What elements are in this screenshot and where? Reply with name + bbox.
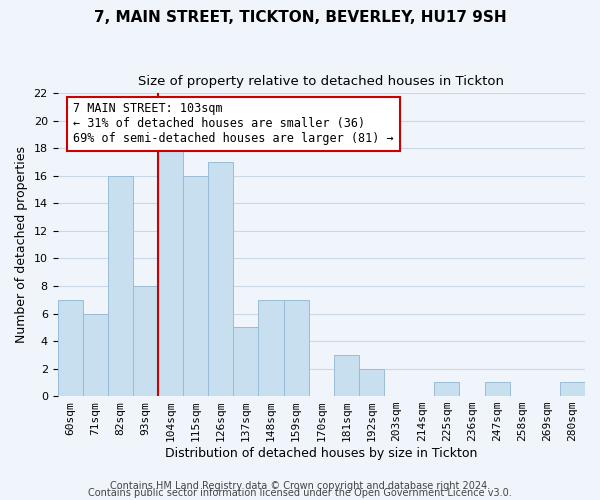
Text: 7, MAIN STREET, TICKTON, BEVERLEY, HU17 9SH: 7, MAIN STREET, TICKTON, BEVERLEY, HU17 … xyxy=(94,10,506,25)
X-axis label: Distribution of detached houses by size in Tickton: Distribution of detached houses by size … xyxy=(165,447,478,460)
Bar xyxy=(334,355,359,396)
Bar xyxy=(434,382,460,396)
Bar xyxy=(158,148,183,396)
Bar xyxy=(83,314,108,396)
Text: Contains public sector information licensed under the Open Government Licence v3: Contains public sector information licen… xyxy=(88,488,512,498)
Bar xyxy=(259,300,284,396)
Bar xyxy=(133,286,158,396)
Bar xyxy=(208,162,233,396)
Bar xyxy=(485,382,509,396)
Title: Size of property relative to detached houses in Tickton: Size of property relative to detached ho… xyxy=(138,75,504,88)
Text: Contains HM Land Registry data © Crown copyright and database right 2024.: Contains HM Land Registry data © Crown c… xyxy=(110,481,490,491)
Bar xyxy=(183,176,208,396)
Bar xyxy=(233,328,259,396)
Bar xyxy=(560,382,585,396)
Bar xyxy=(359,368,384,396)
Y-axis label: Number of detached properties: Number of detached properties xyxy=(15,146,28,343)
Bar xyxy=(284,300,309,396)
Bar xyxy=(58,300,83,396)
Bar xyxy=(108,176,133,396)
Text: 7 MAIN STREET: 103sqm
← 31% of detached houses are smaller (36)
69% of semi-deta: 7 MAIN STREET: 103sqm ← 31% of detached … xyxy=(73,102,394,146)
